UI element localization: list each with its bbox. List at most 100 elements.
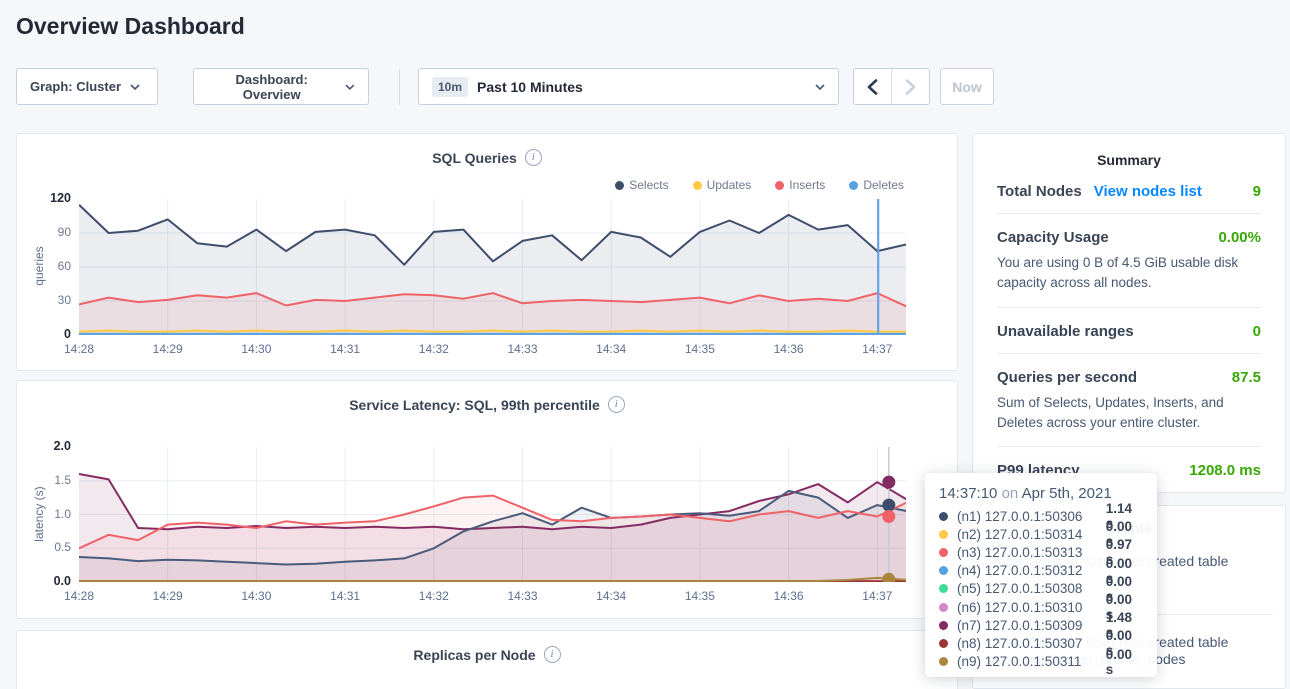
time-range-picker[interactable]: 10m Past 10 Minutes	[418, 68, 839, 105]
legend-label: Inserts	[789, 178, 825, 192]
x-tick-label: 14:29	[138, 589, 198, 603]
node-color-dot	[939, 603, 948, 612]
tooltip-node-address: (n7) 127.0.0.1:50309	[957, 618, 1106, 633]
time-range-badge: 10m	[432, 77, 468, 97]
total-nodes-value: 9	[1253, 183, 1261, 200]
x-tick-label: 14:31	[315, 589, 375, 603]
legend-dot	[615, 181, 624, 190]
summary-header: Summary	[997, 149, 1261, 168]
x-tick-label: 14:35	[670, 589, 730, 603]
y-tick-label: 2.0	[17, 439, 71, 453]
total-nodes-label: Total Nodes	[997, 183, 1082, 200]
legend-label: Selects	[629, 178, 668, 192]
unavailable-ranges-value: 0	[1253, 323, 1261, 340]
capacity-usage-row: Capacity Usage 0.00% You are using 0 B o…	[997, 214, 1261, 308]
tooltip-node-value: 0.00 s	[1106, 647, 1143, 677]
view-nodes-list-link[interactable]: View nodes list	[1094, 183, 1202, 200]
tooltip-node-address: (n5) 127.0.0.1:50308	[957, 581, 1106, 596]
time-range-label: Past 10 Minutes	[477, 79, 583, 95]
y-axis-title: queries	[32, 206, 46, 326]
queries-per-second-label: Queries per second	[997, 369, 1137, 386]
x-tick-label: 14:37	[847, 342, 907, 356]
replicas-per-node-panel: Replicas per Node i	[16, 630, 958, 689]
sql-queries-plot[interactable]	[79, 199, 906, 335]
legend-dot	[849, 181, 858, 190]
x-tick-label: 14:32	[404, 342, 464, 356]
replicas-per-node-title: Replicas per Node	[413, 647, 535, 663]
capacity-usage-label: Capacity Usage	[997, 229, 1109, 246]
sql-queries-panel: SQL Queries i Selects Updates Inserts Delet…	[16, 133, 958, 371]
x-tick-label: 14:32	[404, 589, 464, 603]
x-tick-label: 14:36	[759, 342, 819, 356]
x-tick-label: 14:28	[49, 589, 109, 603]
legend-item-inserts[interactable]: Inserts	[775, 178, 825, 192]
chevron-right-icon	[905, 79, 916, 95]
tooltip-node-address: (n1) 127.0.0.1:50306	[957, 509, 1106, 524]
legend-item-updates[interactable]: Updates	[693, 178, 752, 192]
node-color-dot	[939, 530, 948, 539]
chevron-down-icon	[815, 84, 825, 90]
info-icon[interactable]: i	[525, 149, 542, 166]
x-tick-label: 14:31	[315, 342, 375, 356]
chart-hover-tooltip: 14:37:10 on Apr 5th, 2021 (n1) 127.0.0.1…	[925, 473, 1157, 677]
node-color-dot	[939, 657, 948, 666]
x-tick-label: 14:36	[759, 589, 819, 603]
tooltip-node-address: (n2) 127.0.0.1:50314	[957, 527, 1106, 542]
chevron-down-icon	[130, 84, 140, 90]
tooltip-timestamp: 14:37:10 on Apr 5th, 2021	[939, 485, 1143, 502]
service-latency-panel: Service Latency: SQL, 99th percentile i …	[16, 380, 958, 619]
graph-scope-dropdown[interactable]: Graph: Cluster	[16, 68, 158, 105]
x-tick-label: 14:37	[847, 589, 907, 603]
tooltip-node-address: (n9) 127.0.0.1:50311	[957, 654, 1106, 669]
unavailable-ranges-label: Unavailable ranges	[997, 323, 1134, 340]
y-tick-label: 120	[17, 191, 71, 205]
capacity-usage-description: You are using 0 B of 4.5 GiB usable disk…	[997, 253, 1261, 294]
legend-item-deletes[interactable]: Deletes	[849, 178, 904, 192]
tooltip-node-address: (n8) 127.0.0.1:50307	[957, 636, 1106, 651]
time-step-controls	[853, 68, 930, 105]
legend-dot	[693, 181, 702, 190]
x-tick-label: 14:28	[49, 342, 109, 356]
tooltip-node-address: (n4) 127.0.0.1:50312	[957, 563, 1106, 578]
node-color-dot	[939, 584, 948, 593]
legend-item-selects[interactable]: Selects	[615, 178, 668, 192]
service-latency-title: Service Latency: SQL, 99th percentile	[349, 397, 600, 413]
x-tick-label: 14:33	[493, 342, 553, 356]
queries-per-second-value: 87.5	[1232, 369, 1261, 386]
y-tick-label: 0	[17, 327, 71, 341]
x-tick-label: 14:34	[581, 589, 641, 603]
queries-per-second-description: Sum of Selects, Updates, Inserts, and De…	[997, 393, 1261, 434]
graph-scope-label: Graph: Cluster	[30, 79, 121, 94]
dashboard-label: Dashboard: Overview	[207, 72, 336, 102]
dashboard-dropdown[interactable]: Dashboard: Overview	[193, 68, 369, 105]
x-tick-label: 14:35	[670, 342, 730, 356]
y-axis-title: latency (s)	[32, 454, 46, 574]
x-tick-label: 14:30	[226, 342, 286, 356]
p99-latency-value: 1208.0 ms	[1189, 462, 1261, 479]
x-tick-label: 14:30	[226, 589, 286, 603]
summary-panel: Summary Total Nodes View nodes list 9 Ca…	[972, 133, 1286, 493]
sql-queries-legend: Selects Updates Inserts Deletes	[615, 178, 904, 192]
capacity-usage-value: 0.00%	[1218, 229, 1261, 246]
x-tick-label: 14:33	[493, 589, 553, 603]
node-color-dot	[939, 566, 948, 575]
info-icon[interactable]: i	[544, 646, 561, 663]
legend-dot	[775, 181, 784, 190]
info-icon[interactable]: i	[608, 396, 625, 413]
node-color-dot	[939, 512, 948, 521]
x-tick-label: 14:34	[581, 342, 641, 356]
previous-time-button[interactable]	[854, 69, 892, 104]
node-color-dot	[939, 548, 948, 557]
now-button[interactable]: Now	[940, 68, 994, 105]
tooltip-node-address: (n3) 127.0.0.1:50313	[957, 545, 1106, 560]
toolbar-divider	[399, 69, 400, 105]
sql-queries-title: SQL Queries	[432, 150, 517, 166]
service-latency-plot[interactable]	[79, 447, 906, 582]
y-tick-label: 0.0	[17, 574, 71, 588]
tooltip-node-address: (n6) 127.0.0.1:50310	[957, 600, 1106, 615]
node-color-dot	[939, 621, 948, 630]
tooltip-row: (n9) 127.0.0.1:503110.00 s	[939, 653, 1143, 671]
next-time-button[interactable]	[892, 69, 930, 104]
x-tick-label: 14:29	[138, 342, 198, 356]
queries-per-second-row: Queries per second 87.5 Sum of Selects, …	[997, 354, 1261, 448]
